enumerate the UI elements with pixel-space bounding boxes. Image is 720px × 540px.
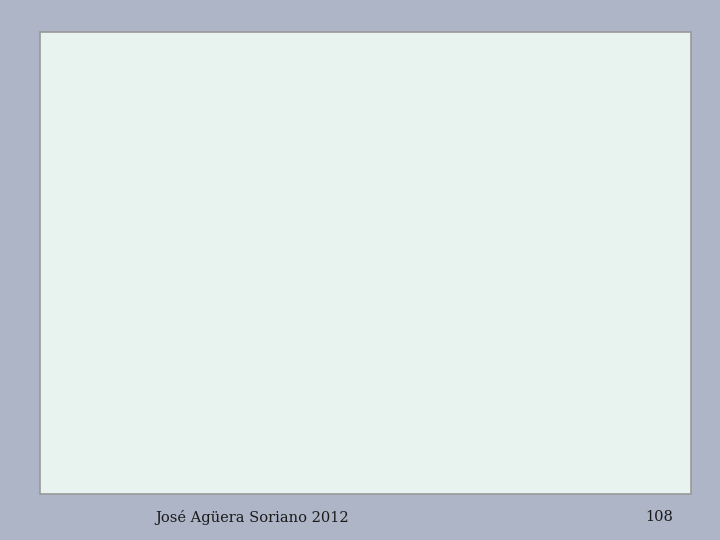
Text: 108: 108 (645, 510, 673, 524)
Text: Se llama: Se llama (59, 99, 154, 118)
Text: capacidad calorífica: capacidad calorífica (120, 99, 346, 120)
Text: José Agüera Soriano 2012: José Agüera Soriano 2012 (156, 510, 348, 525)
Text: CAPACIDADES CALORÍFICAS: CAPACIDADES CALORÍFICAS (59, 49, 451, 72)
Text: $\mathit{C} = \dfrac{\mathit{dQ} + \left|\mathit{dW_r}\right|}{\mathit{dt}}$: $\mathit{C} = \dfrac{\mathit{dQ} + \left… (261, 269, 470, 331)
Text: que como consecuencia sufre:: que como consecuencia sufre: (59, 192, 367, 211)
Text: térmica recibida por el sistema y la variación de temperatura: térmica recibida por el sistema y la var… (59, 145, 688, 166)
Text: al cociente entre la energía: al cociente entre la energía (258, 99, 546, 120)
